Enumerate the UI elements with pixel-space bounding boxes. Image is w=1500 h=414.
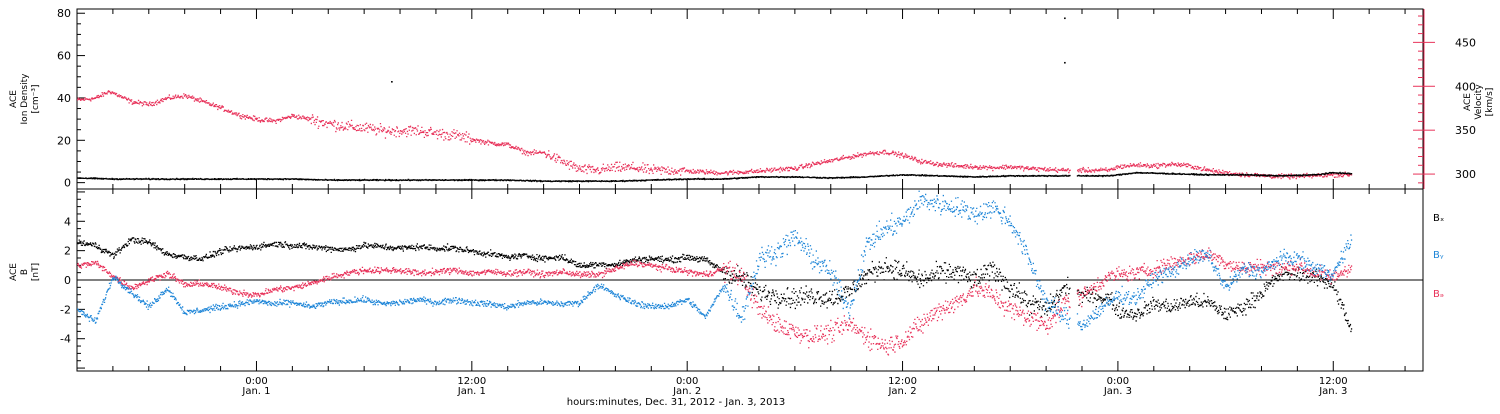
b-field-tick-label: -2 [60,303,71,316]
density-axis-label-line: Ion Density [20,73,30,125]
velocity-axis-label-line: [km/s] [1485,88,1495,117]
date-tick-label: Jan. 1 [241,386,270,397]
density-tick-label: 20 [57,134,71,147]
b-field-tick-label: 2 [64,245,71,258]
velocity-axis-label: ACE Velocity [km/s] [1463,84,1495,120]
date-tick-label: Jan. 3 [1318,386,1347,397]
density-axis: 0 20 40 60 80 [57,7,85,190]
density-outlier [1064,17,1066,20]
time-tick-label: 12:00 [457,376,486,387]
time-tick-label: 12:00 [1319,376,1348,387]
b-field-axis: -4 -2 0 2 4 [60,191,1423,369]
date-tick-label: Jan. 2 [672,386,701,397]
date-tick-label: Jan. 2 [887,386,916,397]
density-tick-label: 80 [57,7,71,20]
velocity-tick-label: 350 [1455,124,1476,137]
date-tick-label: Jan. 3 [1103,386,1132,397]
by-series [77,190,1353,331]
bx-series [77,237,1353,333]
plot-frame [76,8,1424,372]
velocity-tick-label: 450 [1455,36,1476,49]
time-tick-label: 12:00 [888,376,917,387]
b-field-tick-label: 0 [64,274,71,287]
density-outlier [1064,61,1066,64]
density-series [77,171,1353,183]
date-tick-label: Jan. 1 [457,386,486,397]
density-axis-label-line: [cm⁻³] [31,84,41,113]
velocity-axis-label-line: ACE [1463,93,1473,111]
density-tick-label: 60 [57,50,71,63]
legend-entry-2: Bᵧ [1433,250,1444,261]
b-field-tick-label: 4 [64,215,71,228]
legend-entry-1: Bₓ [1433,213,1444,224]
bx-series-marks [77,237,1353,333]
by-series-marks [77,190,1353,331]
time-tick-label: 0:00 [245,376,267,387]
velocity-series-marks [77,90,1353,180]
b-field-axis-label-line: B [20,269,30,275]
time-tick-label: 0:00 [1107,376,1129,387]
velocity-series [77,90,1353,180]
density-tick-label: 40 [57,92,71,105]
density-axis-label: ACE Ion Density [cm⁻³] [9,73,41,125]
velocity-axis-label-line: Velocity [1474,84,1484,120]
density-outlier [391,81,393,83]
velocity-tick-label: 400 [1455,80,1476,93]
time-tick-label: 0:00 [676,376,698,387]
b-field-tick-label: -4 [60,333,71,346]
time-axis-label: hours:minutes, Dec. 31, 2012 - Jan. 3, 2… [567,397,785,408]
density-axis-label-line: ACE [9,90,19,108]
b-field-axis-label-line: [nT] [31,263,41,281]
legend-entry-3: Bₔ [1433,289,1444,300]
b-field-axis-label: ACE B [nT] [9,263,41,281]
velocity-axis: 300 350 400 450 [1413,9,1476,189]
b-field-legend: Bₓ Bᵧ Bₔ [1433,213,1444,300]
density-series-marks [77,171,1353,183]
b-field-axis-label-line: ACE [9,263,19,281]
density-tick-label: 0 [64,177,71,190]
velocity-tick-label: 300 [1455,168,1476,181]
